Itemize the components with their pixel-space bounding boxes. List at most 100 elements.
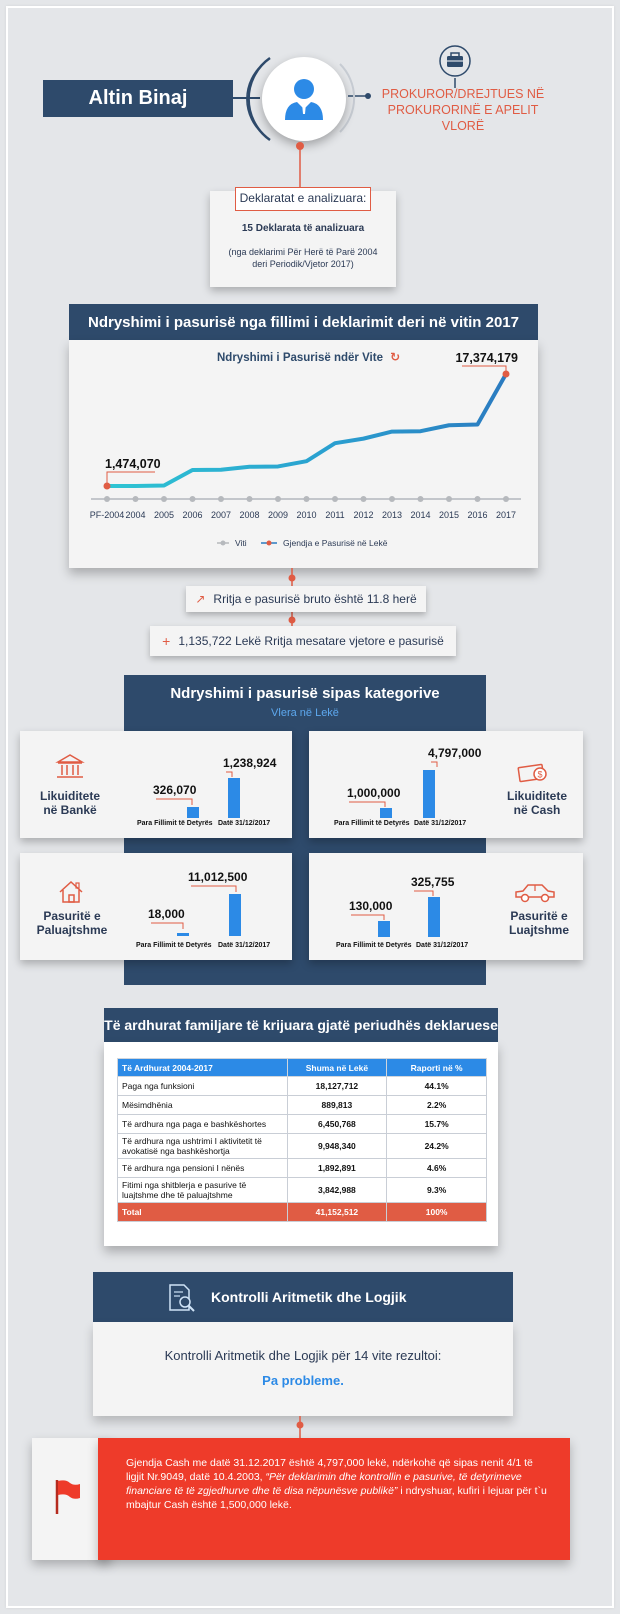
- start-value-label: 1,474,070: [105, 457, 161, 471]
- control-result: Pa probleme.: [262, 1373, 344, 1388]
- x-axis-tick: [474, 496, 481, 502]
- x-tick-label: 2017: [496, 510, 516, 520]
- income-header: Të ardhurat familjare të krijuara gjatë …: [104, 1008, 498, 1042]
- x-axis-tick: [246, 496, 253, 502]
- x-tick-label: 2005: [154, 510, 174, 520]
- table-cell: Paga nga funksioni: [117, 1076, 288, 1096]
- table-cell: 9.3%: [386, 1177, 487, 1203]
- card-connectors: [151, 885, 237, 929]
- x-label-before: Para Fillimit të Detyrës: [334, 820, 410, 827]
- x-tick-label: 2014: [410, 510, 430, 520]
- x-axis-tick: [389, 496, 395, 502]
- card-connectors: [349, 761, 438, 807]
- bar-after: [229, 894, 241, 936]
- table-cell: Të ardhura nga ushtrimi I aktivitetit të…: [117, 1133, 288, 1159]
- value-before: 326,070: [153, 783, 197, 797]
- card-label-line-2: në Cash: [513, 803, 561, 817]
- categories-subtitle: Vlera në Lekë: [271, 707, 339, 719]
- x-tick-label: 2012: [353, 510, 373, 520]
- value-after: 11,012,500: [188, 870, 248, 884]
- avatar-connector: [233, 56, 371, 142]
- x-tick-label: PF-2004: [90, 510, 125, 520]
- table-cell: Total: [117, 1202, 288, 1222]
- wealth-line-chart: PF-2004 2004 2005 2006 2007 2008 2009 2010 2011 2…: [90, 351, 521, 548]
- card-connectors: [156, 771, 233, 805]
- x-label-after: Datë 31/12/2017: [414, 820, 467, 827]
- table-row: Paga nga funksioni 18,127,712 44.1%: [117, 1076, 487, 1096]
- plus-icon: +: [162, 633, 171, 649]
- position-title: PROKUROR/DREJTUES NË PROKURORINË E APELI…: [378, 86, 548, 134]
- table-cell: 24.2%: [386, 1133, 487, 1159]
- alert-law-title: “Për deklarimin dhe kontrollin e pasuriv…: [126, 1471, 522, 1497]
- x-label-after: Datë 31/12/2017: [416, 942, 469, 949]
- card-label: Likuiditete në Bankë: [32, 789, 108, 817]
- wealth-change-panel: Ndryshimi i Pasurisë ndër Vite ↻ PF-2004…: [69, 340, 538, 568]
- table-cell: 889,813: [286, 1095, 388, 1115]
- x-axis-tick: [446, 496, 452, 502]
- bar-after: [423, 770, 435, 818]
- x-tick-label: 2007: [211, 510, 231, 520]
- briefcase-connector: [454, 78, 456, 88]
- house-icon: [59, 880, 83, 903]
- table-cell: 41,152,512: [286, 1202, 388, 1222]
- avatar: [262, 57, 346, 141]
- card-label-line-2: Paluajtshme: [36, 923, 108, 937]
- x-axis-tick: [218, 496, 224, 502]
- x-label-after: Datë 31/12/2017: [218, 942, 271, 949]
- legend-axis-label: Viti: [235, 538, 247, 548]
- table-row: Fitimi nga shitblerja e pasurive të luaj…: [117, 1177, 487, 1203]
- trending-up-icon: ↗: [195, 592, 206, 606]
- x-tick-label: 2013: [382, 510, 402, 520]
- value-before: 18,000: [148, 907, 185, 921]
- series-line: [107, 373, 508, 488]
- table-cell: Të ardhura nga pensioni I nënës: [117, 1158, 288, 1178]
- x-axis-tick: [360, 496, 367, 502]
- person-name: Altin Binaj: [43, 80, 233, 117]
- table-cell: 2.2%: [386, 1095, 487, 1115]
- table-cell: 100%: [386, 1202, 487, 1222]
- card-movable-property: Pasuritë e Luajtshme 130,000 325,755 Par…: [309, 853, 583, 960]
- page-frame: [6, 6, 614, 1608]
- position-line-1: PROKUROR/DREJTUES NË: [381, 87, 545, 101]
- x-axis-tick: [275, 496, 281, 502]
- legend-series-marker: [266, 540, 272, 546]
- card-cash-liquidity: $ Likuiditete në Cash 1,000,000 4,797,00…: [309, 731, 583, 838]
- column-header: Raporti në %: [386, 1058, 487, 1077]
- bank-icon: [55, 754, 85, 778]
- end-value-label: 17,374,179: [455, 351, 518, 365]
- x-tick-label: 2004: [125, 510, 145, 520]
- x-axis-tick: [303, 496, 310, 502]
- table-cell: 6,450,768: [286, 1114, 388, 1134]
- x-label-before: Para Fillimit të Detyrës: [137, 820, 213, 827]
- bar-after: [228, 778, 240, 818]
- x-label-after: Datë 31/12/2017: [218, 820, 271, 827]
- x-axis-tick: [132, 496, 139, 502]
- x-axis-tick: [189, 496, 196, 502]
- card-label-line-1: Pasuritë e: [43, 909, 101, 923]
- table-header-row: Të Ardhurat 2004-2017 Shuma në Lekë Rapo…: [117, 1058, 487, 1077]
- declarations-count: 15 Deklarata të analizuara: [241, 223, 365, 234]
- x-tick-label: 2010: [296, 510, 316, 520]
- table-cell: Të ardhura nga paga e bashkëshortes: [117, 1114, 288, 1134]
- value-after: 4,797,000: [428, 746, 482, 760]
- control-panel: Kontrolli Aritmetik dhe Logjik për 14 vi…: [93, 1322, 513, 1416]
- card-real-estate: Pasuritë e Paluajtshme 18,000 11,012,500…: [20, 853, 292, 960]
- alert-text-2: i ndryshuar, kufiri i lejuar për t`u mba…: [126, 1485, 547, 1511]
- income-panel: Të Ardhurat 2004-2017 Shuma në Lekë Rapo…: [104, 1042, 498, 1246]
- table-total-row: Total 41,152,512 100%: [117, 1202, 487, 1222]
- chart-title: Ndryshimi i Pasurisë ndër Vite ↻: [217, 350, 400, 364]
- card-label: Pasuritë e Luajtshme: [499, 909, 579, 937]
- briefcase-icon: [439, 45, 471, 77]
- control-text: Kontrolli Aritmetik dhe Logjik për 14 vi…: [164, 1348, 442, 1363]
- value-before: 1,000,000: [347, 786, 401, 800]
- start-label-connector: [106, 471, 155, 486]
- x-axis-tick: [417, 496, 424, 502]
- x-axis-tick: [503, 496, 509, 502]
- x-axis-tick: [104, 496, 110, 502]
- user-icon: [285, 79, 323, 120]
- card-bank-liquidity: Likuiditete në Bankë 326,070 1,238,924 P…: [20, 731, 292, 838]
- chart-title-text: Ndryshimi i Pasurisë ndër Vite: [217, 352, 383, 364]
- x-axis-tick: [332, 496, 338, 502]
- x-label-before: Para Fillimit të Detyrës: [136, 942, 212, 949]
- x-tick-label: 2008: [239, 510, 259, 520]
